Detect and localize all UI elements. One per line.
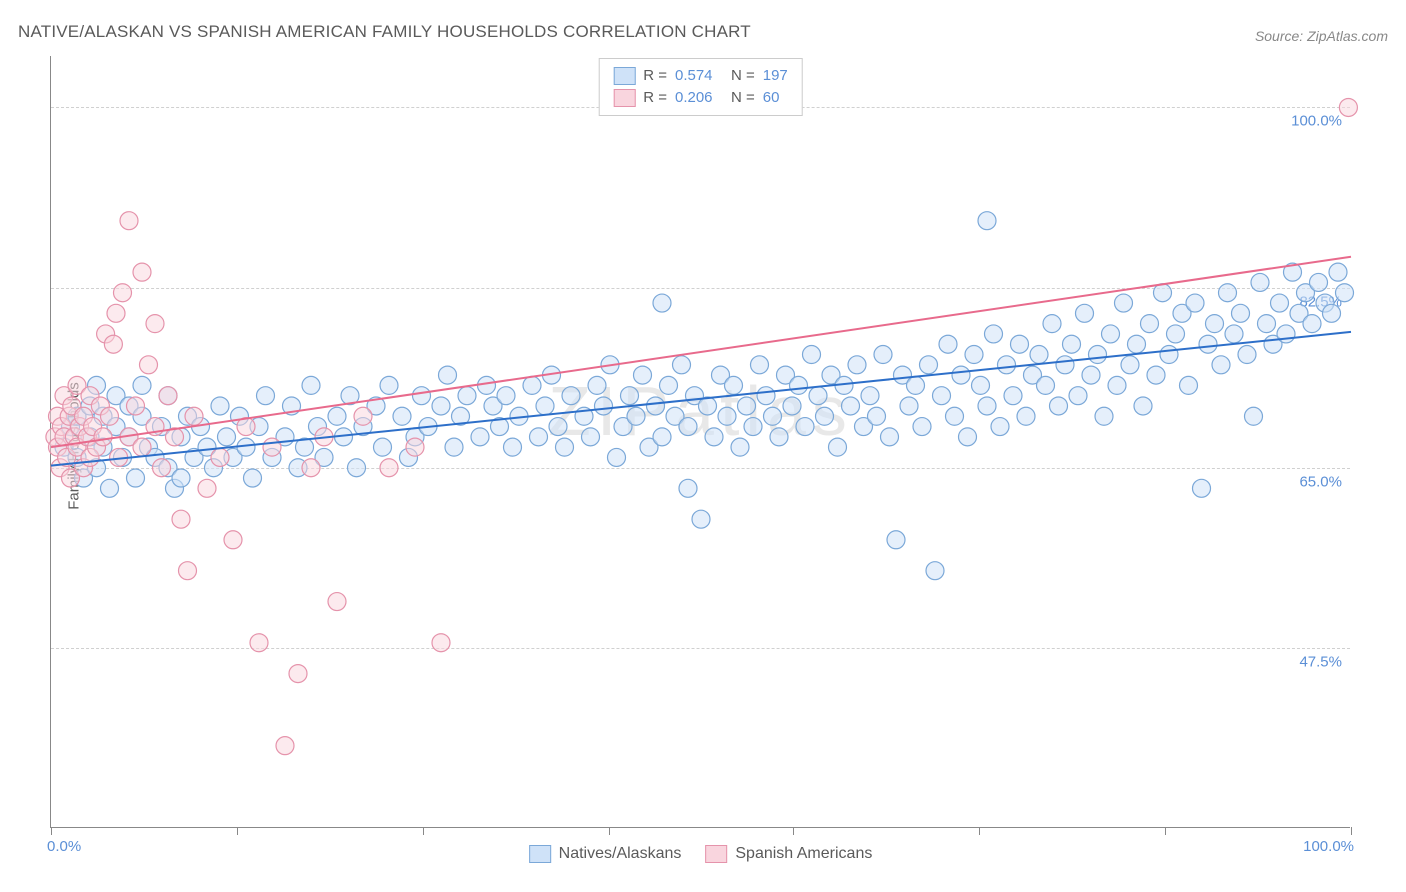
r-label: R = — [643, 65, 667, 87]
scatter-series-natives — [55, 212, 1354, 580]
n-label: N = — [731, 87, 755, 109]
x-min-label: 0.0% — [47, 838, 81, 855]
legend-label-natives: Natives/Alaskans — [559, 845, 682, 863]
x-max-label: 100.0% — [1303, 838, 1354, 855]
n-label: N = — [731, 65, 755, 87]
r-value-spanish: 0.206 — [675, 87, 723, 109]
swatch-spanish-icon — [705, 845, 727, 863]
legend-item-natives: Natives/Alaskans — [529, 845, 682, 863]
r-value-natives: 0.574 — [675, 65, 723, 87]
correlation-legend: R = 0.574 N = 197 R = 0.206 N = 60 — [598, 58, 803, 116]
source-attribution: Source: ZipAtlas.com — [1255, 28, 1388, 44]
swatch-natives — [613, 67, 635, 85]
legend-row-spanish: R = 0.206 N = 60 — [613, 87, 788, 109]
plot-area: ZIPatlas 47.5%65.0%82.5%100.0% R = 0.574… — [50, 56, 1350, 828]
swatch-natives-icon — [529, 845, 551, 863]
n-value-spanish: 60 — [763, 87, 780, 109]
legend-label-spanish: Spanish Americans — [735, 845, 872, 863]
legend-item-spanish: Spanish Americans — [705, 845, 872, 863]
chart-title: NATIVE/ALASKAN VS SPANISH AMERICAN FAMIL… — [18, 22, 751, 42]
scatter-series-spanish — [46, 98, 1358, 754]
scatter-svg — [51, 56, 1350, 827]
legend-row-natives: R = 0.574 N = 197 — [613, 65, 788, 87]
swatch-spanish — [613, 89, 635, 107]
r-label: R = — [643, 87, 667, 109]
chart-container: NATIVE/ALASKAN VS SPANISH AMERICAN FAMIL… — [0, 0, 1406, 892]
series-legend: Natives/Alaskans Spanish Americans — [529, 845, 873, 863]
n-value-natives: 197 — [763, 65, 788, 87]
